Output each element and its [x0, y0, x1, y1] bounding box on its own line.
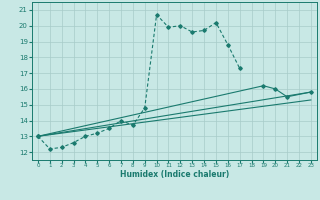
X-axis label: Humidex (Indice chaleur): Humidex (Indice chaleur) — [120, 170, 229, 179]
